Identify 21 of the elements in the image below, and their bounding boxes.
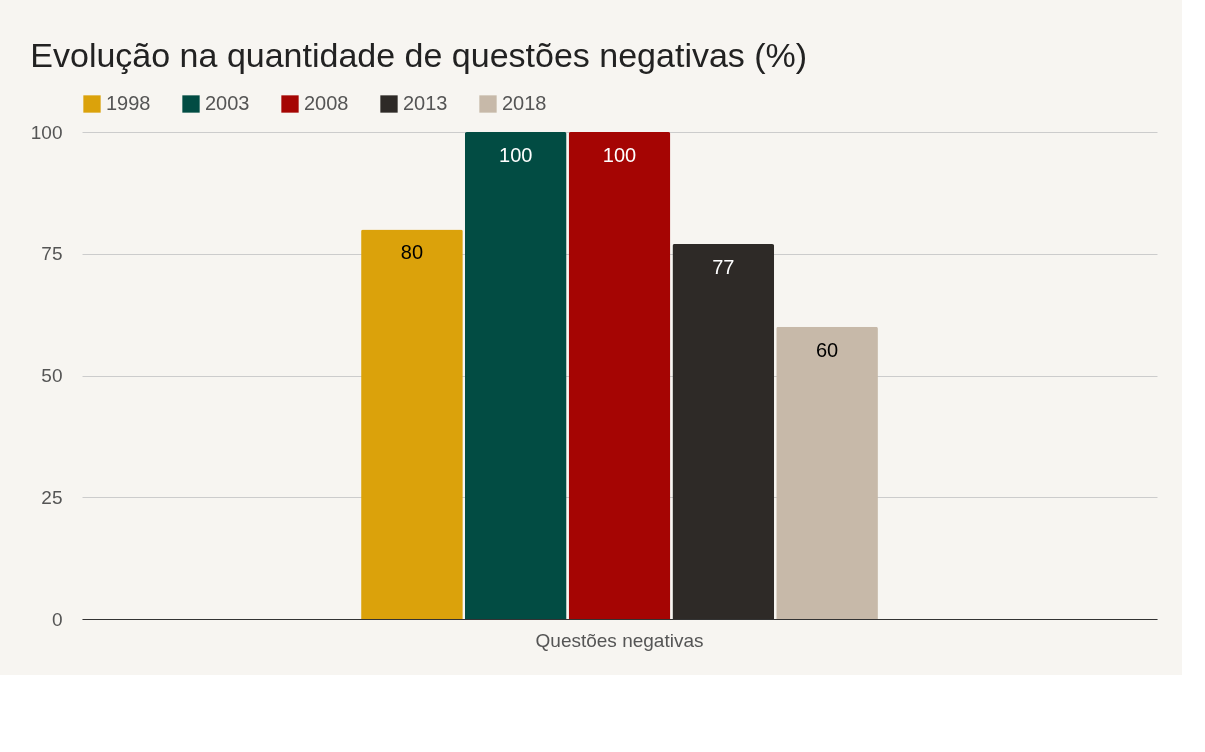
bar (568, 132, 671, 619)
bar (464, 132, 567, 619)
data-label: 77 (712, 256, 735, 279)
legend-label: 1998 (106, 92, 151, 114)
data-label: 100 (499, 144, 533, 166)
bar (776, 326, 878, 619)
y-tick-label: 0 (51, 608, 63, 630)
y-tick-label: 75 (41, 243, 63, 265)
y-tick-label: 25 (41, 486, 63, 508)
y-tick-label: 50 (41, 365, 63, 386)
y-tick-label: 100 (30, 121, 63, 143)
data-label: 80 (400, 241, 424, 264)
legend-label: 2018 (502, 92, 547, 114)
x-tick-label: Questões negativas (535, 629, 704, 651)
data-label: 100 (602, 144, 637, 166)
bar (361, 229, 463, 619)
legend-label: 2003 (205, 92, 250, 114)
chart-title: Evolução na quantidade de questões negativas (%) (30, 36, 808, 74)
data-label: 60 (815, 338, 839, 361)
legend-label: 2008 (304, 92, 349, 114)
legend-label: 2013 (403, 92, 448, 114)
